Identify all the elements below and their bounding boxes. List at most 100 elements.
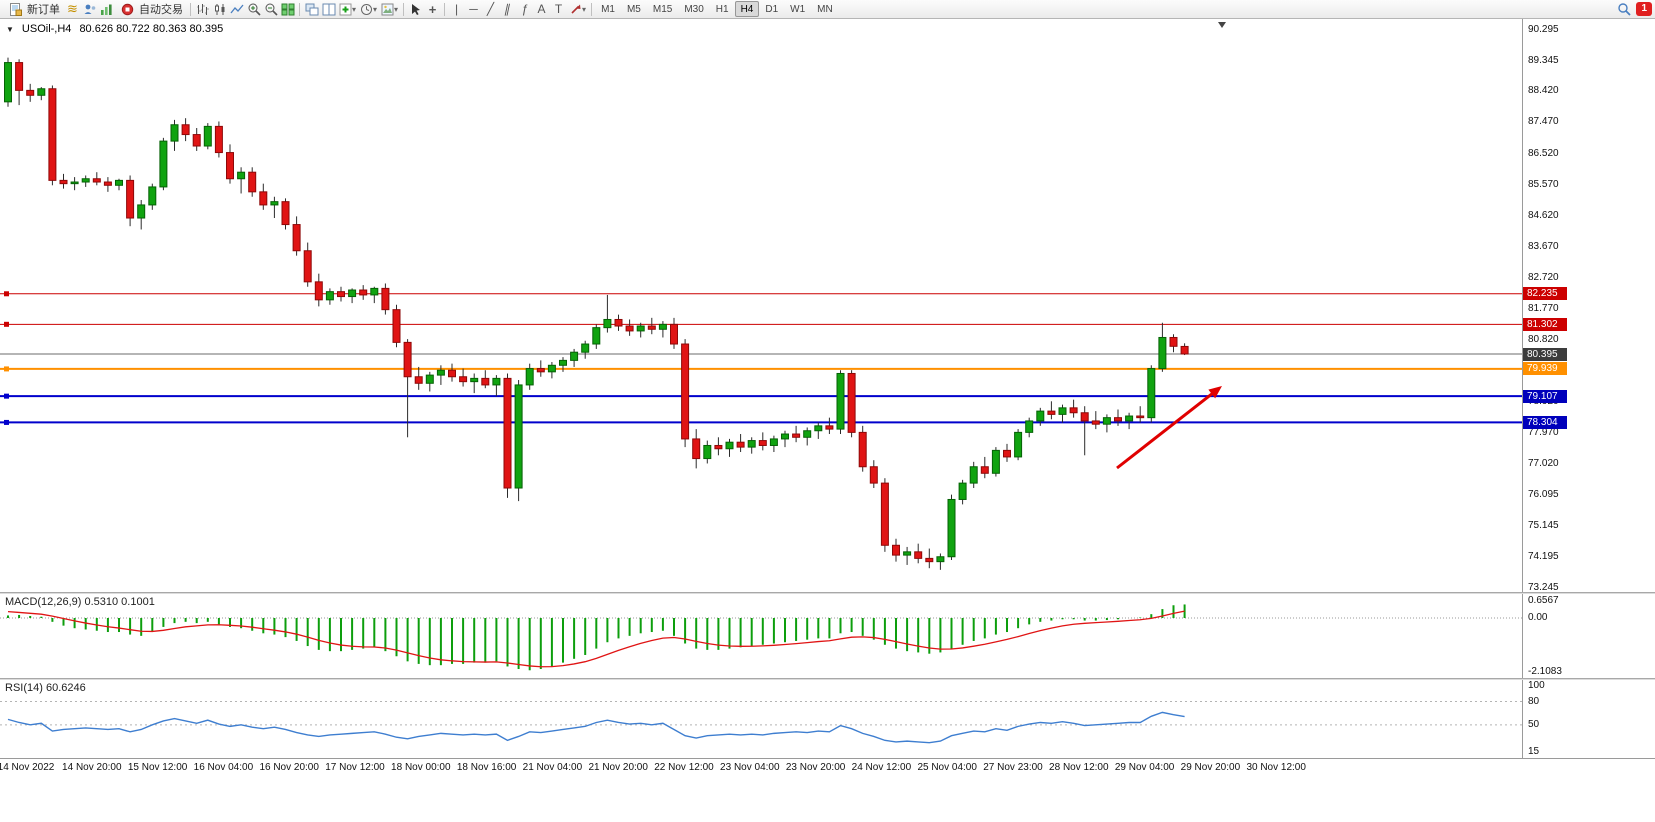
toolbar-separator [591,2,593,16]
rsi-canvas[interactable] [0,680,1522,758]
time-axis-label: 27 Nov 23:00 [983,762,1043,773]
rsi-panel[interactable]: RSI(14) 60.6246 100 80 50 15 [0,680,1655,758]
timeframe-w1[interactable]: W1 [790,4,806,15]
timeframe-m30[interactable]: M30 [684,4,704,15]
time-axis-label: 15 Nov 12:00 [127,762,188,773]
cursor-icon[interactable] [407,1,424,17]
time-axis-label: 28 Nov 12:00 [1049,762,1109,773]
charts-popup-icon[interactable]: ≋ [67,1,78,16]
candles-chart-icon[interactable] [211,1,228,17]
crosshair-icon[interactable]: + [428,1,437,17]
price-axis[interactable]: 90.295 89.345 88.420 87.470 86.520 85.570 84.6… [1522,19,1655,593]
fibonacci-icon[interactable]: ƒ [521,2,528,16]
arrange-windows-icon[interactable] [320,1,337,17]
cascade-windows-icon[interactable] [303,1,320,17]
price-chart-canvas[interactable] [0,19,1522,592]
indicators-caret-icon[interactable]: ▾ [352,4,357,14]
time-axis[interactable]: 14 Nov 2022 14 Nov 20:00 15 Nov 12:00 16 No… [0,758,1655,775]
price-tag[interactable]: 82.235 [1523,287,1567,301]
rsi-axis-label: 100 [1528,680,1545,691]
macd-panel[interactable]: MACD(12,26,9) 0.5310 0.1001 0.6567 0.00 -2… [0,594,1655,678]
chart-ohlc-values: 80.626 80.722 80.363 80.395 [79,23,224,35]
line-chart-icon[interactable] [228,1,245,17]
price-tag[interactable]: 81.302 [1523,317,1567,331]
time-axis-label: 16 Nov 20:00 [259,762,319,773]
notification-badge[interactable]: 1 [1636,2,1652,16]
panel-splitter[interactable] [0,678,1655,680]
price-axis-label: 85.570 [1528,178,1559,190]
chart-window: ▼ USOil-,H4 80.626 80.722 80.363 80.395 … [0,19,1655,822]
price-axis-label: 86.520 [1528,147,1559,159]
chart-symbol-period: USOil-,H4 [21,23,72,35]
timeframe-d1[interactable]: D1 [765,4,779,15]
time-axis-label: 16 Nov 04:00 [193,762,254,773]
new-order-icon [7,1,24,17]
chart-title: ▼ USOil-,H4 80.626 80.722 80.363 80.395 [6,23,223,35]
channel-icon[interactable]: ∥ [503,2,513,16]
timeframe-mn[interactable]: MN [817,4,833,15]
macd-label: MACD(12,26,9) 0.5310 0.1001 [5,596,155,608]
accounts-icon[interactable] [81,1,98,17]
panel-splitter[interactable] [0,592,1655,594]
price-axis-label: 80.820 [1528,334,1559,346]
shapes-arrow-icon[interactable] [567,1,584,17]
trendline-icon[interactable]: ╱ [486,2,495,16]
price-axis-label: 75.145 [1528,519,1559,531]
tile-windows-icon[interactable] [279,1,296,17]
periods-caret-icon[interactable]: ▾ [373,4,378,14]
toolbar-separator [444,2,446,16]
auto-trading-label: 自动交易 [139,4,183,16]
timeframe-m5[interactable]: M5 [626,4,641,15]
time-axis-label: 14 Nov 20:00 [62,762,122,773]
time-axis-label: 18 Nov 00:00 [391,762,451,773]
price-axis-label: 89.345 [1528,55,1559,67]
rsi-axis-label: 15 [1528,746,1540,757]
price-tag[interactable]: 79.107 [1523,389,1567,403]
price-axis-label: 88.420 [1528,85,1559,97]
auto-trading-button[interactable]: 自动交易 [115,1,187,18]
shapes-caret-icon[interactable]: ▾ [582,4,587,14]
time-axis-label: 18 Nov 16:00 [456,762,517,773]
time-axis-label: 29 Nov 04:00 [1114,762,1175,773]
time-axis-label: 21 Nov 20:00 [588,762,648,773]
bars-chart-icon[interactable] [194,1,211,17]
price-tag[interactable]: 78.304 [1523,415,1567,429]
price-axis-label: 87.470 [1528,116,1559,128]
templates-caret-icon[interactable]: ▾ [394,4,399,14]
time-axis-label: 29 Nov 20:00 [1180,762,1241,773]
timeframe-h1[interactable]: H1 [715,4,729,15]
price-tag[interactable]: 80.395 [1523,347,1567,361]
templates-icon[interactable] [379,1,396,17]
timeframe-m15[interactable]: M15 [652,4,673,15]
vertical-line-icon[interactable]: | [454,2,459,16]
bottom-space [0,775,1655,822]
new-order-button[interactable]: 新订单 [3,1,64,18]
price-axis-label: 77.970 [1528,427,1559,439]
macd-axis: 0.6567 0.00 -2.1083 [1522,594,1655,678]
time-axis-label: 23 Nov 04:00 [720,762,780,773]
time-axis-label: 21 Nov 04:00 [522,762,583,773]
time-axis-label: 17 Nov 12:00 [325,762,385,773]
periods-icon[interactable] [358,1,375,17]
toolbar-separator [299,2,300,16]
horizontal-line-icon[interactable]: ─ [469,2,478,16]
label-tool-icon[interactable]: T [554,2,563,16]
price-tag[interactable]: 79.939 [1523,362,1567,376]
time-axis-label: 30 Nov 12:00 [1246,762,1306,773]
macd-canvas[interactable] [0,594,1522,678]
time-axis-label: 23 Nov 20:00 [785,762,846,773]
collapse-triangle-icon[interactable]: ▼ [6,24,14,34]
zoom-out-icon[interactable] [262,1,279,17]
price-axis-label: 74.195 [1528,550,1559,562]
price-chart-panel[interactable]: ▼ USOil-,H4 80.626 80.722 80.363 80.395 … [0,19,1655,593]
timeframe-m1[interactable]: M1 [601,4,615,15]
price-axis-label: 90.295 [1528,24,1559,35]
search-icon[interactable] [1615,1,1632,17]
zoom-in-icon[interactable] [245,1,262,17]
strategy-tester-icon[interactable] [98,1,115,17]
indicators-icon[interactable] [337,1,354,17]
text-tool-icon[interactable]: A [537,2,546,16]
price-axis-label: 83.670 [1528,240,1559,252]
time-axis-label: 22 Nov 12:00 [654,762,714,773]
timeframe-h4[interactable]: H4 [734,1,760,17]
